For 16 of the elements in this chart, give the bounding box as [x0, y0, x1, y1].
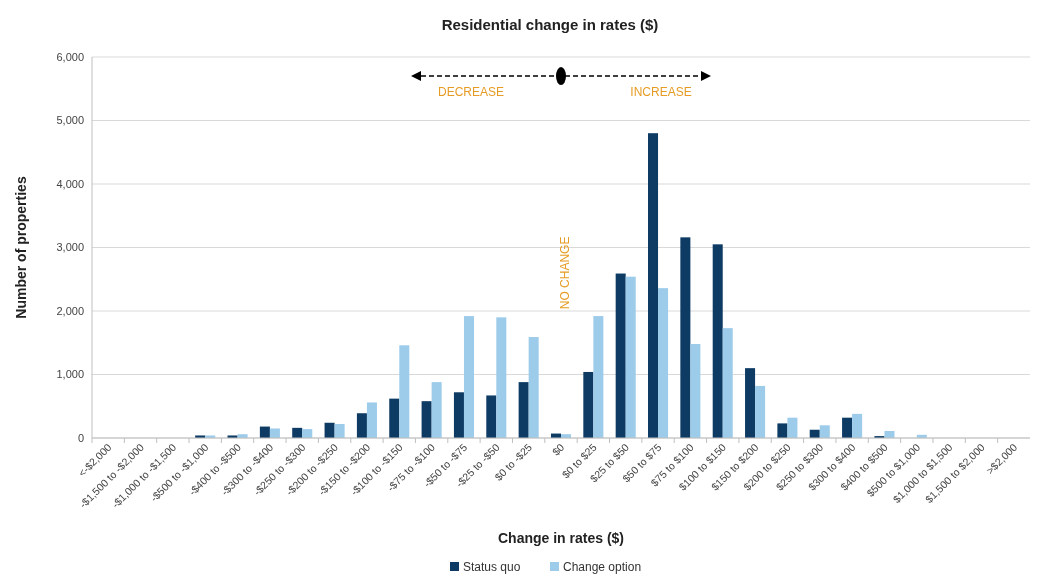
y-tick-label: 0	[77, 431, 84, 444]
y-tick-label: 4,000	[56, 177, 84, 190]
annotation: NO CHANGE	[558, 236, 572, 310]
y-tick-label: 6,000	[56, 50, 84, 63]
annotation: DECREASE	[437, 85, 505, 100]
y-tick-label: 5,000	[56, 114, 84, 127]
y-axis-title: Number of properties	[13, 176, 29, 319]
chart-title: Residential change in rates ($)	[441, 16, 659, 33]
y-tick-label: 1,000	[56, 368, 84, 381]
legend-label: Change option	[563, 560, 642, 574]
x-axis-title: Change in rates ($)	[497, 530, 625, 546]
annotation: INCREASE	[630, 85, 692, 100]
y-tick-label: 3,000	[56, 241, 84, 254]
y-tick-label: 2,000	[56, 304, 84, 317]
x-tick-label: $0	[549, 440, 567, 458]
legend-label: Status quo	[463, 560, 521, 574]
